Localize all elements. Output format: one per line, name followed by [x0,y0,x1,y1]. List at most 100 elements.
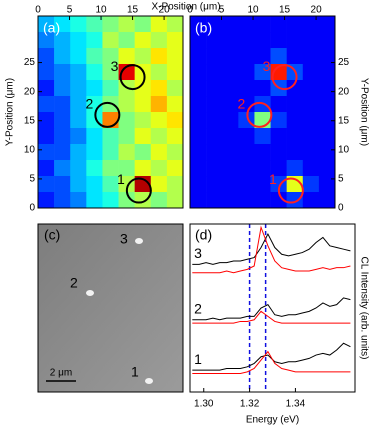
marker-circle [246,101,273,128]
heatmap-cell [86,128,103,145]
heatmap-cell [286,32,304,49]
spectrum-line [192,350,351,375]
heatmap-cell [118,32,135,49]
heatmap-cell [38,128,55,145]
heatmap-cell [270,64,287,81]
heatmap-cell [302,112,320,129]
heatmap-cell [54,192,71,209]
series-label: 3 [194,245,202,261]
series-label: 1 [194,351,202,367]
heatmap-cell [190,112,207,129]
heatmap-cell [86,192,103,209]
marker-circle [277,177,304,204]
heatmap-cell [222,96,239,113]
particle [135,238,143,244]
heatmap-cell [222,64,239,81]
marker-circle [271,64,298,91]
heatmap-cell [150,160,168,177]
heatmap-cell [254,176,271,193]
heatmap-cell [286,16,304,33]
y-tick-label: 25 [338,57,350,68]
heatmap-cell [302,80,320,97]
heatmap-cell [70,96,87,113]
heatmap-cell [318,112,336,129]
heatmap-cell [134,16,152,33]
heatmap-cell [38,16,55,33]
heatmap-cell [118,48,135,65]
heatmap-cell [134,96,152,113]
heatmap-cell [86,160,103,177]
x-tick-label: 15 [279,5,291,16]
heatmap-cell [54,176,71,193]
x-tick-label: 20 [311,5,323,16]
heatmap-cell [190,16,207,33]
heatmap-cell [166,48,184,65]
heatmap-cell [254,80,271,97]
heatmap-cell [302,64,320,81]
marker-circle [94,101,121,128]
heatmap-cell [254,128,271,145]
heatmap-cell [38,96,55,113]
heatmap-cell [254,64,271,81]
heatmap-cell [118,128,135,145]
heatmap-cell [38,192,55,209]
heatmap-cell [190,80,207,97]
heatmap-cell [102,48,119,65]
heatmap-cell [270,160,287,177]
heatmap-cell [54,80,71,97]
marker-circle [125,177,152,204]
heatmap-cell [286,128,304,145]
heatmap-cell [38,176,55,193]
heatmap-cell [54,160,71,177]
x-tick-label: 1.34 [286,399,306,410]
heatmap-cell [206,32,223,49]
heatmap-cell [318,48,336,65]
heatmap-cell [318,96,336,113]
marker-label: 2 [85,96,93,112]
y-tick-label: 0 [338,203,344,214]
heatmap-cell [166,80,184,97]
heatmap-cell [302,32,320,49]
heatmap-cell [190,128,207,145]
heatmap-cell [70,48,87,65]
heatmap-cell [70,192,87,209]
heatmap-cell [150,112,168,129]
heatmap-cell [270,176,287,193]
heatmap-cell [150,64,168,81]
heatmap-cell [222,144,239,161]
particle [145,378,153,384]
marker-label: 2 [237,96,245,112]
heatmap-cell [190,192,207,209]
x-tick-label: 10 [247,5,259,16]
x-tick-label: 15 [127,5,139,16]
heatmap-cell [222,112,239,129]
heatmap-cell [190,160,207,177]
sem-image [37,223,184,393]
heatmap-cell [206,48,223,65]
heatmap-cell [166,192,184,209]
heatmap-cell [166,112,184,129]
heatmap-cell [38,160,55,177]
heatmap-cell [38,144,55,161]
heatmap-cell [222,80,239,97]
y-tick-label: 10 [338,144,350,155]
heatmap-cell [70,16,87,33]
y-tick-label: 25 [24,57,36,68]
series-label: 2 [194,300,202,316]
particle-label: 3 [120,231,128,247]
y-axis-title: Y-Position (μm) [358,78,369,146]
heatmap-cell [190,48,207,65]
heatmap-cell [286,112,304,129]
y-tick-label: 10 [24,144,36,155]
particle-label: 2 [70,275,78,291]
heatmap-cell [238,128,255,145]
heatmap-cell [166,64,184,81]
heatmap-cell [238,48,255,65]
marker-label: 3 [111,58,119,74]
spectrum-line [192,225,351,274]
heatmap-cell [206,192,223,209]
heatmap-cell [118,96,135,113]
y-tick-label: 20 [338,86,350,97]
heatmap-cell [270,16,287,33]
